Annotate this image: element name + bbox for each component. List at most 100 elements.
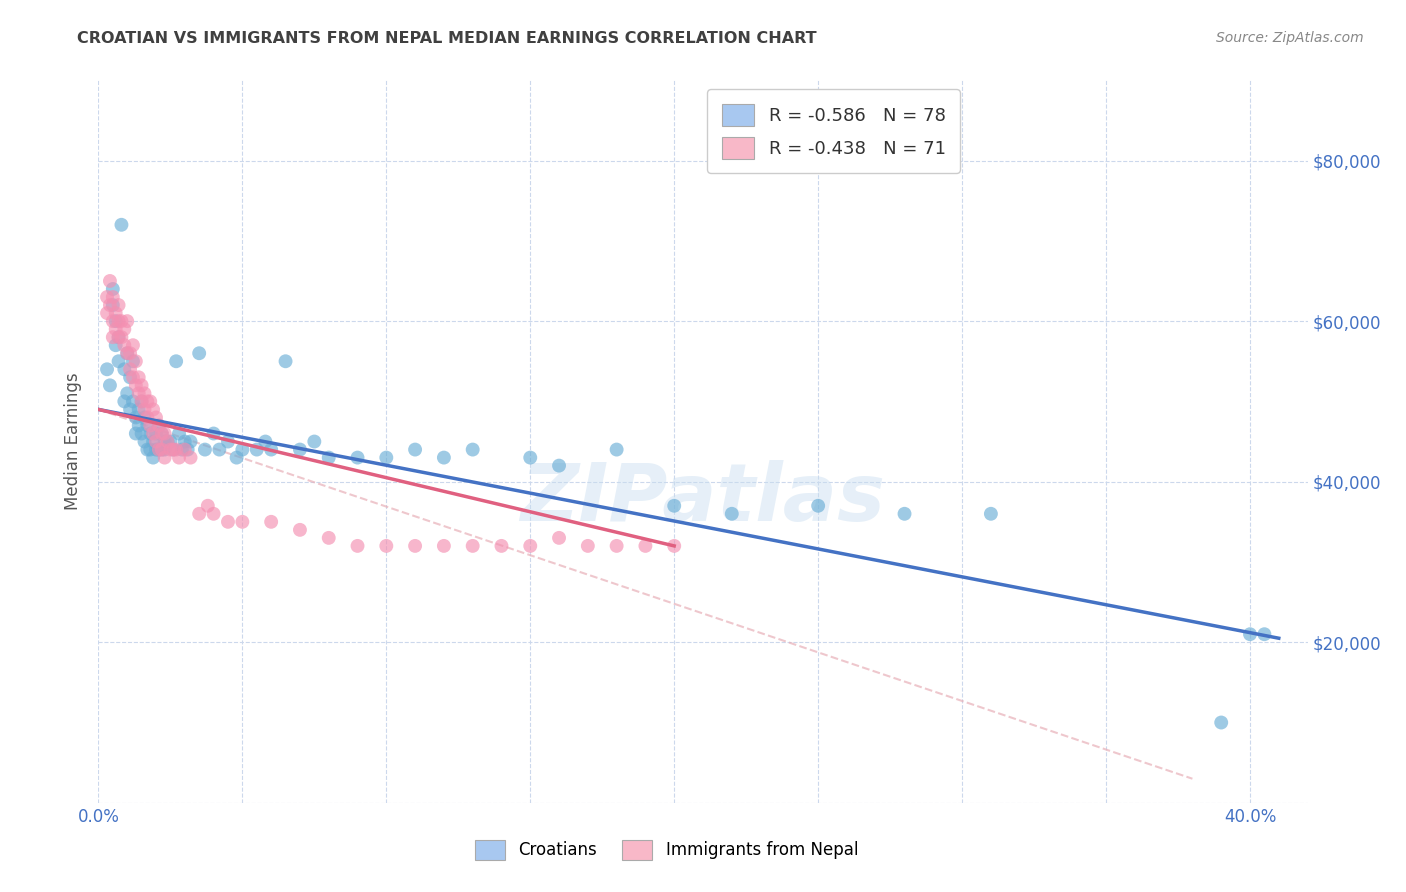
Point xyxy=(188,507,211,521)
Point xyxy=(807,499,830,513)
Point xyxy=(148,418,170,433)
Point xyxy=(156,434,179,449)
Point xyxy=(404,539,426,553)
Point xyxy=(170,442,193,457)
Point xyxy=(128,370,150,384)
Point xyxy=(98,274,121,288)
Point xyxy=(122,354,145,368)
Point xyxy=(225,450,247,465)
Point xyxy=(107,330,129,344)
Point xyxy=(98,378,121,392)
Point xyxy=(208,442,231,457)
Point xyxy=(148,418,170,433)
Point xyxy=(176,442,198,457)
Point xyxy=(101,290,124,304)
Point xyxy=(606,539,628,553)
Point xyxy=(260,442,283,457)
Point xyxy=(217,434,239,449)
Point xyxy=(150,426,173,441)
Point xyxy=(153,442,176,457)
Point xyxy=(136,410,159,425)
Point xyxy=(150,426,173,441)
Point xyxy=(145,434,167,449)
Point xyxy=(139,426,162,441)
Point xyxy=(122,370,145,384)
Point xyxy=(104,306,127,320)
Point xyxy=(167,450,190,465)
Point xyxy=(304,434,326,449)
Point xyxy=(167,426,190,441)
Point xyxy=(150,442,173,457)
Point xyxy=(120,346,142,360)
Point xyxy=(115,346,138,360)
Point xyxy=(1253,627,1275,641)
Point xyxy=(96,290,118,304)
Point xyxy=(96,306,118,320)
Point xyxy=(202,426,225,441)
Point xyxy=(1239,627,1261,641)
Point xyxy=(274,354,297,368)
Point xyxy=(136,418,159,433)
Point xyxy=(128,402,150,417)
Point xyxy=(134,386,156,401)
Point xyxy=(188,346,211,360)
Point xyxy=(606,442,628,457)
Point xyxy=(125,354,148,368)
Point xyxy=(112,322,135,336)
Point xyxy=(165,354,187,368)
Point xyxy=(120,370,142,384)
Point xyxy=(461,539,484,553)
Point xyxy=(131,378,153,392)
Point xyxy=(288,442,311,457)
Point xyxy=(125,378,148,392)
Point xyxy=(142,450,165,465)
Point xyxy=(664,539,686,553)
Point xyxy=(112,338,135,352)
Point xyxy=(104,338,127,352)
Point xyxy=(217,515,239,529)
Point xyxy=(173,434,195,449)
Point xyxy=(139,394,162,409)
Point xyxy=(142,426,165,441)
Point xyxy=(142,402,165,417)
Point xyxy=(110,314,132,328)
Point xyxy=(404,442,426,457)
Point xyxy=(134,434,156,449)
Point xyxy=(122,394,145,409)
Point xyxy=(131,426,153,441)
Point xyxy=(128,386,150,401)
Point xyxy=(101,282,124,296)
Point xyxy=(104,314,127,328)
Point xyxy=(260,515,283,529)
Point xyxy=(104,322,127,336)
Point xyxy=(101,314,124,328)
Point xyxy=(180,450,202,465)
Point xyxy=(664,499,686,513)
Point xyxy=(194,442,217,457)
Point xyxy=(165,442,187,457)
Point xyxy=(433,450,456,465)
Point xyxy=(128,418,150,433)
Point xyxy=(153,434,176,449)
Point xyxy=(107,314,129,328)
Point xyxy=(231,442,253,457)
Point xyxy=(153,450,176,465)
Point xyxy=(519,450,541,465)
Point xyxy=(162,442,184,457)
Point xyxy=(115,314,138,328)
Point xyxy=(148,442,170,457)
Point xyxy=(115,346,138,360)
Legend: Croatians, Immigrants from Nepal: Croatians, Immigrants from Nepal xyxy=(468,833,865,867)
Point xyxy=(125,426,148,441)
Point xyxy=(346,450,368,465)
Point xyxy=(139,418,162,433)
Point xyxy=(159,442,181,457)
Point xyxy=(101,330,124,344)
Point xyxy=(433,539,456,553)
Point xyxy=(246,442,269,457)
Text: CROATIAN VS IMMIGRANTS FROM NEPAL MEDIAN EARNINGS CORRELATION CHART: CROATIAN VS IMMIGRANTS FROM NEPAL MEDIAN… xyxy=(77,31,817,46)
Point xyxy=(980,507,1002,521)
Point xyxy=(893,507,915,521)
Point xyxy=(720,507,742,521)
Point xyxy=(107,330,129,344)
